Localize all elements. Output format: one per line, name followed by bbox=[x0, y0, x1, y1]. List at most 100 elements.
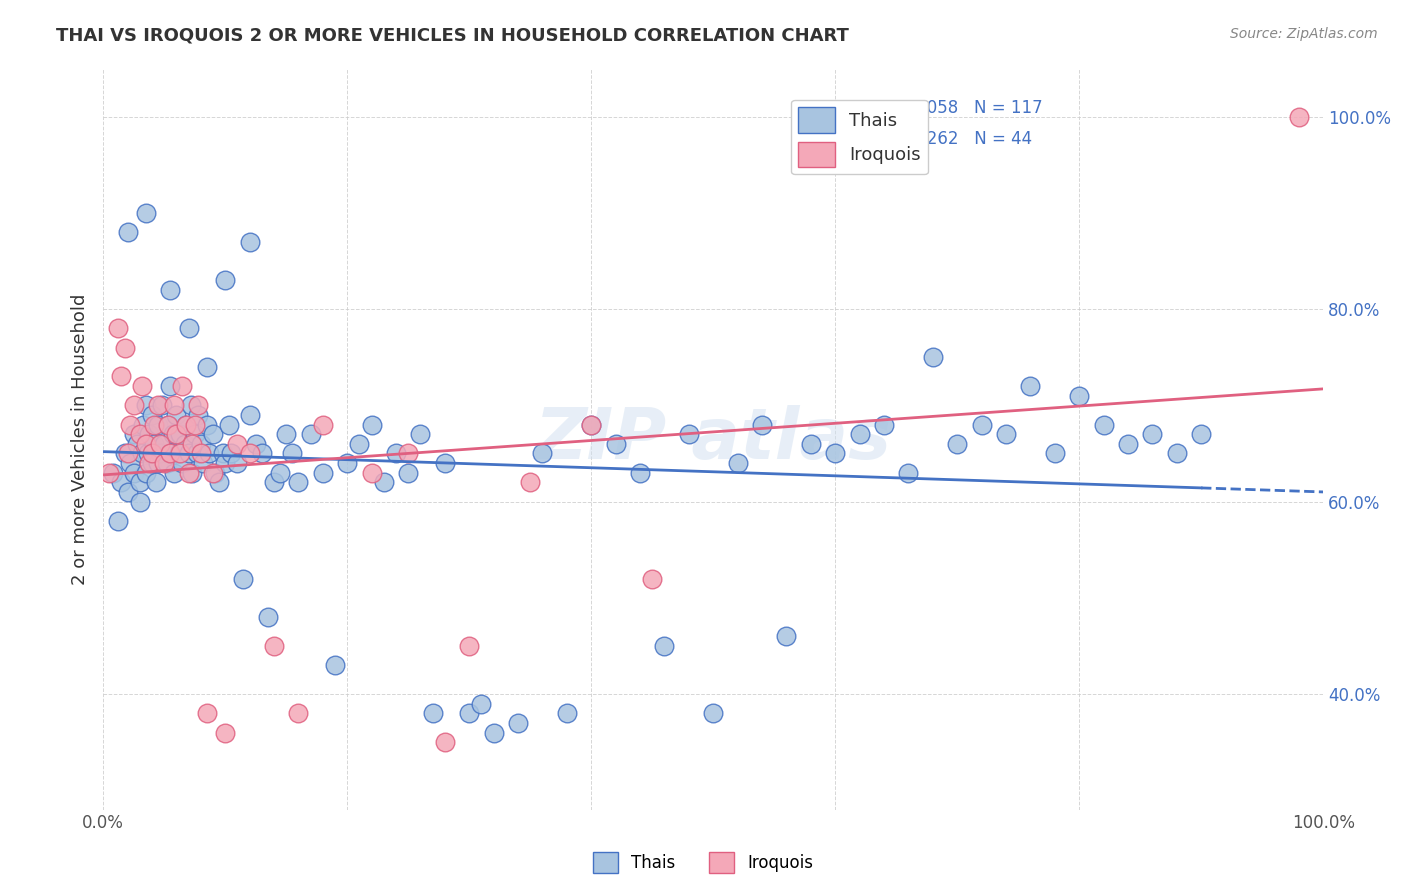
Iroquois bbox=[263, 639, 285, 653]
Thais bbox=[219, 446, 242, 460]
Thais bbox=[702, 706, 724, 721]
Thais bbox=[110, 475, 132, 490]
Thais bbox=[135, 466, 157, 480]
Iroquois bbox=[238, 446, 260, 460]
Thais bbox=[117, 485, 139, 500]
Thais bbox=[751, 417, 773, 432]
Thais bbox=[141, 408, 163, 422]
Thais bbox=[172, 456, 194, 470]
Thais bbox=[238, 235, 260, 249]
Thais bbox=[245, 437, 267, 451]
Thais bbox=[174, 417, 197, 432]
Thais bbox=[198, 446, 221, 460]
Iroquois bbox=[169, 446, 191, 460]
Thais bbox=[136, 446, 159, 460]
Thais bbox=[190, 437, 212, 451]
Thais bbox=[482, 725, 505, 739]
Thais bbox=[1069, 389, 1091, 403]
Thais bbox=[458, 706, 481, 721]
Iroquois bbox=[195, 706, 218, 721]
Thais bbox=[131, 446, 153, 460]
Thais bbox=[214, 273, 236, 287]
Thais bbox=[156, 417, 179, 432]
Thais bbox=[824, 446, 846, 460]
Thais bbox=[107, 514, 129, 528]
Iroquois bbox=[214, 725, 236, 739]
Thais bbox=[299, 427, 322, 442]
Text: ZIP atlas: ZIP atlas bbox=[534, 405, 891, 474]
Iroquois bbox=[174, 417, 197, 432]
Thais bbox=[373, 475, 395, 490]
Thais bbox=[186, 446, 208, 460]
Iroquois bbox=[312, 417, 335, 432]
Thais bbox=[433, 456, 456, 470]
Thais bbox=[1116, 437, 1139, 451]
Thais bbox=[181, 466, 204, 480]
Thais bbox=[118, 456, 141, 470]
Iroquois bbox=[641, 572, 664, 586]
Thais bbox=[162, 427, 184, 442]
Thais bbox=[143, 437, 166, 451]
Thais bbox=[128, 475, 150, 490]
Thais bbox=[994, 427, 1017, 442]
Iroquois bbox=[135, 437, 157, 451]
Thais bbox=[727, 456, 749, 470]
Thais bbox=[605, 437, 627, 451]
Thais bbox=[149, 446, 172, 460]
Thais bbox=[173, 437, 195, 451]
Thais bbox=[218, 417, 240, 432]
Iroquois bbox=[138, 456, 160, 470]
Iroquois bbox=[149, 437, 172, 451]
Iroquois bbox=[131, 379, 153, 393]
Text: R = 0.058   N = 117: R = 0.058 N = 117 bbox=[876, 99, 1043, 117]
Thais bbox=[135, 398, 157, 412]
Legend: Thais, Iroquois: Thais, Iroquois bbox=[586, 846, 820, 880]
Thais bbox=[159, 446, 181, 460]
Iroquois bbox=[187, 398, 209, 412]
Thais bbox=[128, 494, 150, 508]
Thais bbox=[204, 466, 226, 480]
Thais bbox=[360, 417, 382, 432]
Thais bbox=[263, 475, 285, 490]
Thais bbox=[1142, 427, 1164, 442]
Text: R = 0.262   N = 44: R = 0.262 N = 44 bbox=[876, 130, 1032, 148]
Thais bbox=[312, 466, 335, 480]
Iroquois bbox=[183, 417, 205, 432]
Thais bbox=[167, 446, 190, 460]
Thais bbox=[555, 706, 578, 721]
Thais bbox=[135, 206, 157, 220]
Thais bbox=[336, 456, 359, 470]
Thais bbox=[1189, 427, 1212, 442]
Thais bbox=[114, 446, 136, 460]
Iroquois bbox=[122, 398, 145, 412]
Thais bbox=[1019, 379, 1042, 393]
Legend: Thais, Iroquois: Thais, Iroquois bbox=[792, 100, 928, 174]
Iroquois bbox=[153, 456, 176, 470]
Thais bbox=[163, 466, 186, 480]
Iroquois bbox=[226, 437, 249, 451]
Text: THAI VS IROQUOIS 2 OR MORE VEHICLES IN HOUSEHOLD CORRELATION CHART: THAI VS IROQUOIS 2 OR MORE VEHICLES IN H… bbox=[56, 27, 849, 45]
Thais bbox=[214, 456, 236, 470]
Iroquois bbox=[128, 427, 150, 442]
Thais bbox=[127, 437, 149, 451]
Iroquois bbox=[156, 417, 179, 432]
Thais bbox=[385, 446, 408, 460]
Thais bbox=[208, 475, 231, 490]
Thais bbox=[1043, 446, 1066, 460]
Thais bbox=[470, 697, 492, 711]
Thais bbox=[946, 437, 969, 451]
Thais bbox=[970, 417, 993, 432]
Thais bbox=[180, 398, 202, 412]
Thais bbox=[146, 456, 169, 470]
Thais bbox=[150, 398, 173, 412]
Thais bbox=[122, 466, 145, 480]
Thais bbox=[349, 437, 371, 451]
Thais bbox=[132, 417, 155, 432]
Thais bbox=[652, 639, 675, 653]
Thais bbox=[579, 417, 602, 432]
Iroquois bbox=[360, 466, 382, 480]
Iroquois bbox=[519, 475, 541, 490]
Thais bbox=[238, 408, 260, 422]
Iroquois bbox=[143, 417, 166, 432]
Thais bbox=[117, 225, 139, 239]
